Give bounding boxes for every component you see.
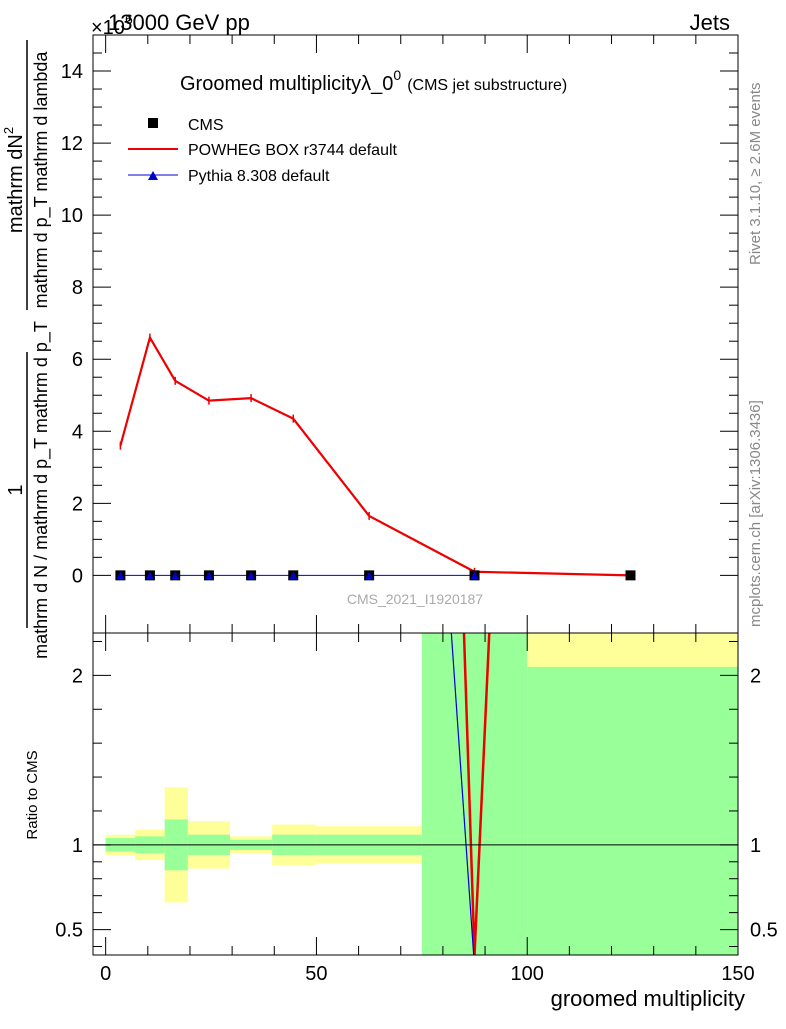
main-y-tick-label: 0 [72, 565, 83, 587]
x-axis-label: groomed multiplicity [551, 986, 745, 1011]
ratio-x-axis: 0 50 100 150 [100, 633, 755, 985]
main-y-tick-label: 12 [61, 133, 83, 155]
ylabel-numerator: mathrm dN2 [1, 127, 27, 233]
main-x-ticks [105, 35, 739, 633]
exponent-power: 6 [125, 11, 133, 27]
plot-title-main: Groomed multiplicityλ_0 [180, 73, 393, 95]
exponent-label: ×106 [91, 11, 133, 39]
main-y-tick-label: 8 [72, 277, 83, 299]
mcplots-label: mcplots.cern.ch [arXiv:1306.3436] [747, 400, 764, 627]
ratio-y-tick-label-right: 1 [750, 835, 761, 857]
plot-watermark: CMS_2021_I1920187 [347, 591, 483, 607]
pythia-point [145, 571, 154, 580]
pythia-point [470, 571, 479, 580]
ratio-y-tick-label: 1 [72, 835, 83, 857]
main-y-tick-label: 6 [72, 349, 83, 371]
main-plot: 0 2 4 6 8 10 12 14 CMS_2021_I1920187 Groomed mu… [61, 34, 739, 634]
x-tick-label: 100 [511, 963, 544, 985]
ylabel-numerator-text: mathrm dN [5, 134, 27, 233]
ratio-y-tick-label: 0.5 [55, 920, 83, 942]
ratio-plot-frame [92, 632, 739, 956]
legend-marker-pythia [148, 171, 158, 180]
plot-title-sub: (CMS jet substructure) [407, 77, 567, 94]
ratio-y-tick-label-right: 2 [750, 665, 761, 687]
ratio-band-green [421, 633, 528, 955]
ratio-band-green [527, 666, 738, 955]
plot-title-sup: 0 [393, 67, 401, 83]
legend-marker-cms [148, 118, 158, 128]
ratio-y-axis: 0.5 0.5 1 1 2 2 [55, 640, 778, 948]
legend-label-powheg: POWHEG BOX r3744 default [188, 142, 398, 159]
ratio-y-tick-label-right: 0.5 [750, 920, 778, 942]
plot-title: Groomed multiplicityλ_00 (CMS jet substru… [180, 67, 567, 95]
pythia-point [247, 571, 256, 580]
rivet-label: Rivet 3.1.10, ≥ 2.6M events [747, 83, 764, 266]
main-y-label: 1 mathrm d N / mathrm d p_T mathrm d p_T… [1, 40, 52, 659]
x-tick-label: 150 [721, 963, 754, 985]
main-y-tick-label: 4 [72, 421, 83, 443]
ylabel-numerator-sup: 2 [1, 127, 16, 134]
main-y-tick-label: 10 [61, 205, 83, 227]
ratio-bands [105, 633, 738, 955]
ratio-plot: 0.5 0.5 1 1 2 2 0 50 100 150 Ratio to CMS groome… [24, 632, 778, 1011]
powheg-line [119, 334, 631, 577]
pythia-point [204, 571, 213, 580]
main-y-tick-label: 14 [61, 61, 83, 83]
ylabel-prefactor-den: mathrm d N / mathrm d p_T mathrm d p_T [31, 321, 52, 659]
main-series [115, 333, 636, 581]
header-right: Jets [690, 10, 730, 35]
header-left: 13000 GeV pp [108, 10, 250, 35]
pythia-point [171, 571, 180, 580]
exponent-base: ×10 [91, 17, 125, 39]
x-tick-label: 50 [305, 963, 327, 985]
ylabel-denominator: mathrm d p_T mathrm d lambda [31, 51, 52, 309]
ratio-y-label: Ratio to CMS [24, 750, 41, 839]
main-y-axis: 0 2 4 6 8 10 12 14 [61, 34, 738, 587]
legend-label-cms: CMS [188, 117, 224, 134]
legend-label-pythia: Pythia 8.308 default [188, 168, 330, 185]
legend: CMS POWHEG BOX r3744 default Pythia 8.30… [128, 117, 398, 185]
ratio-y-tick-label: 2 [72, 665, 83, 687]
ylabel-prefactor-num: 1 [5, 484, 27, 495]
cms-point [625, 570, 636, 581]
pythia-point [289, 571, 298, 580]
main-y-tick-label: 2 [72, 493, 83, 515]
ratio-series-line [450, 632, 475, 956]
pythia-point [116, 571, 125, 580]
pythia-point [365, 571, 374, 580]
x-tick-label: 0 [100, 963, 111, 985]
